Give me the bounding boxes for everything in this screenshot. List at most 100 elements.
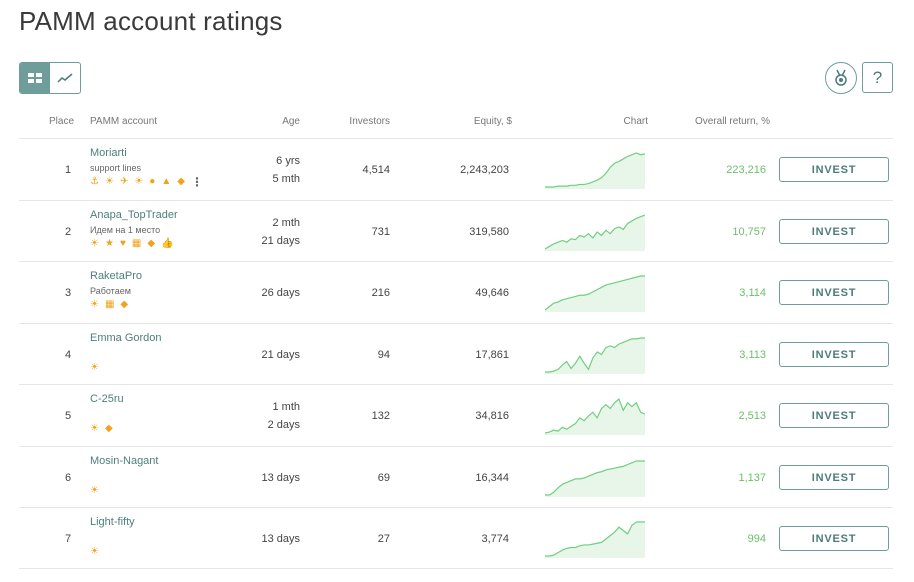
account-name-link[interactable]: RaketaPro xyxy=(90,270,142,282)
achievement-badge-icon: ◆ xyxy=(177,176,185,187)
return-sparkline xyxy=(545,521,645,558)
return-sparkline xyxy=(545,460,645,497)
achievement-badge-icon: ▦ xyxy=(104,299,115,310)
help-button[interactable]: ? xyxy=(862,62,893,93)
more-badges-icon[interactable]: ⋮ xyxy=(190,175,203,189)
col-return: Overall return, % xyxy=(694,116,770,127)
account-description: Работаем xyxy=(90,286,131,296)
table-row: 2 Anapa_TopTrader Идем на 1 место ☀ ★ ♥ ▦ ◆ 👍… xyxy=(19,200,893,262)
badges-row: ⚓ ☀ ✈ ☀ ● ▲ ◆ ⋮ xyxy=(90,175,203,189)
account-name-link[interactable]: Emma Gordon xyxy=(90,332,162,344)
account-description-empty xyxy=(90,409,124,420)
age-secondary: 2 days xyxy=(267,419,300,431)
badges-row: ☀ ◆ xyxy=(90,423,124,435)
view-toggle xyxy=(19,62,81,94)
age-primary: 1 mth xyxy=(272,401,300,413)
place-number: 6 xyxy=(64,472,72,484)
equity-value: 2,243,203 xyxy=(460,164,509,176)
overall-return: 1,137 xyxy=(738,472,766,484)
account-age: 21 days xyxy=(210,324,300,386)
col-age: Age xyxy=(282,116,300,127)
sparkline-area xyxy=(545,215,645,251)
invest-button[interactable]: INVEST xyxy=(779,157,889,182)
account-name-link[interactable]: Moriarti xyxy=(90,147,127,159)
table-view-button[interactable] xyxy=(20,63,50,93)
achievement-badge-icon: ◆ xyxy=(147,238,156,249)
invest-button[interactable]: INVEST xyxy=(779,526,889,551)
place-number: 4 xyxy=(64,349,72,361)
age-secondary: 21 days xyxy=(261,235,300,247)
trend-chart-icon xyxy=(57,73,73,83)
sparkline-area xyxy=(545,522,645,558)
age-primary: 13 days xyxy=(261,533,300,545)
col-equity: Equity, $ xyxy=(473,116,512,127)
achievement-badge-icon: ★ xyxy=(104,238,114,249)
return-sparkline xyxy=(545,214,645,251)
place-number: 2 xyxy=(64,226,72,238)
achievement-badge-icon: ☀ xyxy=(90,362,99,373)
investors-count: 731 xyxy=(371,226,390,238)
age-primary: 13 days xyxy=(261,472,300,484)
achievement-badge-icon: ◆ xyxy=(120,299,129,310)
table-row: 5 C-25ru ☀ ◆ 1 mth 2 days 132 34,816 2,51… xyxy=(19,384,893,446)
equity-value: 16,344 xyxy=(475,472,509,484)
account-cell: C-25ru ☀ ◆ xyxy=(90,393,124,435)
table-bottom-border xyxy=(19,568,893,569)
sparkline-area xyxy=(545,461,645,497)
return-sparkline xyxy=(545,337,645,374)
account-cell: Anapa_TopTrader Идем на 1 место ☀ ★ ♥ ▦ ◆ 👍 xyxy=(90,209,178,250)
achievement-badge-icon: ☀ xyxy=(90,238,99,249)
investors-count: 132 xyxy=(371,410,390,422)
sparkline-line xyxy=(545,214,645,250)
invest-button[interactable]: INVEST xyxy=(779,403,889,428)
achievement-badge-icon: ▲ xyxy=(161,176,172,187)
badges-row: ☀ xyxy=(90,485,158,497)
equity-value: 17,861 xyxy=(475,349,509,361)
table-row: 7 Light-fifty ☀ 13 days 27 3,774 994 INV… xyxy=(19,507,893,569)
return-sparkline xyxy=(545,275,645,312)
invest-button[interactable]: INVEST xyxy=(779,219,889,244)
invest-button[interactable]: INVEST xyxy=(779,465,889,490)
account-name-link[interactable]: Light-fifty xyxy=(90,516,135,528)
account-age: 6 yrs 5 mth xyxy=(210,139,300,201)
place-number: 5 xyxy=(64,410,72,422)
sparkline-line xyxy=(545,460,645,496)
sparkline-line xyxy=(545,337,645,373)
col-place: Place xyxy=(49,116,75,127)
badges-row: ☀ ★ ♥ ▦ ◆ 👍 xyxy=(90,238,178,250)
account-age: 13 days xyxy=(210,447,300,509)
achievement-badge-icon: ⚓ xyxy=(90,176,99,187)
account-description-empty xyxy=(90,348,162,359)
age-primary: 21 days xyxy=(261,349,300,361)
age-primary: 2 mth xyxy=(272,217,300,229)
account-description: support lines xyxy=(90,163,142,173)
account-cell: Emma Gordon ☀ xyxy=(90,332,162,374)
account-age: 13 days xyxy=(210,508,300,570)
invest-button[interactable]: INVEST xyxy=(779,342,889,367)
account-description: Идем на 1 место xyxy=(90,225,161,235)
account-name-link[interactable]: Mosin-Nagant xyxy=(90,455,159,467)
achievement-badge-icon: ◆ xyxy=(104,423,113,434)
investors-count: 4,514 xyxy=(362,164,390,176)
place-number: 1 xyxy=(64,164,72,176)
equity-value: 3,774 xyxy=(481,533,509,545)
investors-count: 69 xyxy=(377,472,390,484)
sparkline-line xyxy=(545,521,645,557)
age-primary: 6 yrs xyxy=(276,155,300,167)
overall-return: 994 xyxy=(747,533,766,545)
chart-view-button[interactable] xyxy=(50,63,80,93)
account-age: 26 days xyxy=(210,262,300,324)
account-name-link[interactable]: Anapa_TopTrader xyxy=(90,209,178,221)
overall-return: 10,757 xyxy=(732,226,766,238)
account-description-empty xyxy=(90,471,158,482)
col-account: PAMM account xyxy=(90,116,158,127)
account-age: 2 mth 21 days xyxy=(210,201,300,263)
badges-row: ☀ xyxy=(90,546,135,558)
invest-button[interactable]: INVEST xyxy=(779,280,889,305)
age-secondary: 5 mth xyxy=(272,173,300,185)
account-cell: RaketaPro Работаем ☀ ▦ ◆ xyxy=(90,270,142,311)
account-name-link[interactable]: C-25ru xyxy=(90,393,124,405)
achievement-badge-icon: ☀ xyxy=(104,176,114,187)
medal-button[interactable] xyxy=(825,62,857,94)
achievement-badge-icon: ☀ xyxy=(90,546,99,557)
